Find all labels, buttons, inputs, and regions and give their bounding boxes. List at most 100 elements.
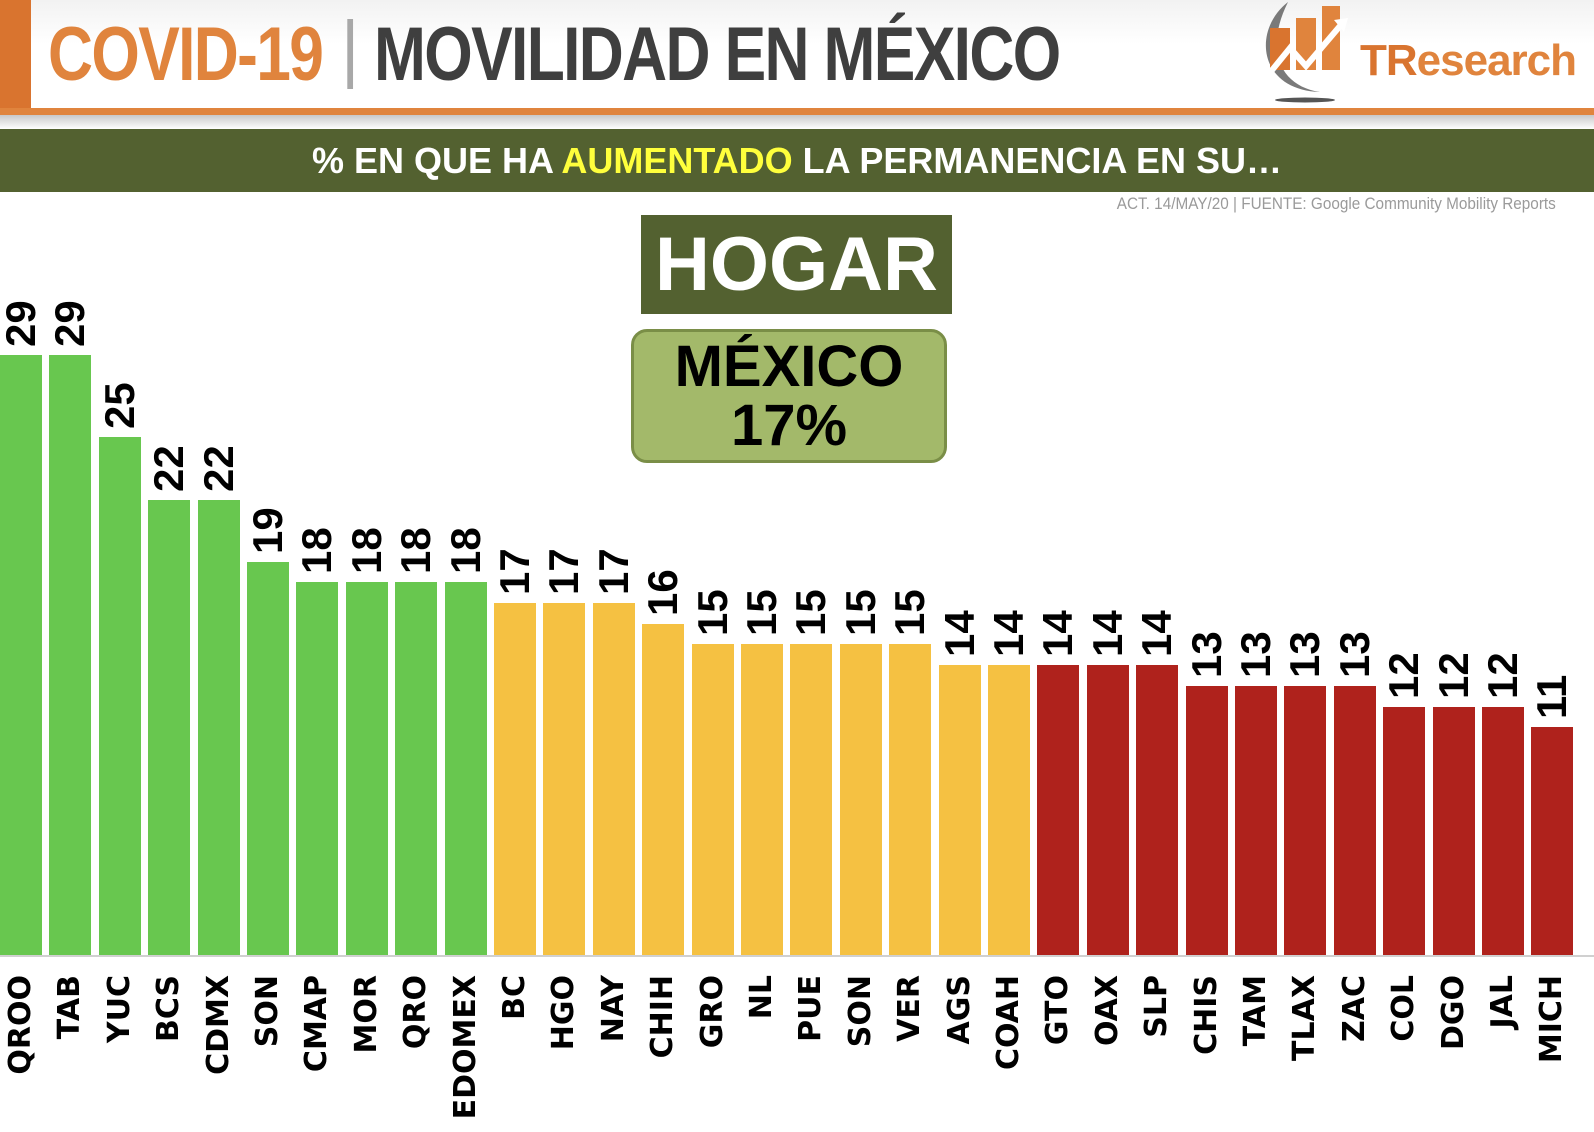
header: COVID-19 MOVILIDAD EN MÉXICO TResearch — [0, 0, 1594, 110]
x-axis-label: GTO — [1040, 975, 1075, 1046]
bar-group: 13 — [1232, 596, 1279, 955]
bar — [1037, 665, 1079, 955]
bar — [1482, 707, 1524, 955]
national-label: MÉXICO — [674, 333, 904, 399]
x-axis-label: MOR — [349, 975, 384, 1054]
subtitle-highlight: AUMENTADO — [561, 139, 793, 181]
bar-value-label: 13 — [1183, 631, 1230, 678]
bar — [494, 603, 536, 955]
x-axis-label: GRO — [695, 975, 730, 1049]
bar-group: 15 — [787, 554, 834, 955]
category-label-box: HOGAR — [641, 215, 952, 314]
bar — [741, 644, 783, 955]
bar-value-label: 17 — [590, 548, 637, 595]
bar-group: 18 — [343, 492, 390, 955]
bar-group: 18 — [442, 492, 489, 955]
bar — [642, 624, 684, 955]
bar — [198, 500, 240, 955]
bar-value-label: 22 — [195, 445, 242, 492]
bar-value-label: 18 — [442, 527, 489, 574]
bar — [346, 582, 388, 955]
bar-value-label: 11 — [1528, 674, 1575, 719]
bar — [445, 582, 487, 955]
x-axis-label: EDOMEX — [448, 975, 483, 1120]
bar-group: 29 — [0, 265, 44, 955]
bar-value-label: 14 — [1034, 610, 1081, 657]
bar — [247, 562, 289, 955]
tresearch-logo: TResearch — [1250, 0, 1590, 105]
bar-value-label: 15 — [689, 589, 736, 636]
bar-group: 18 — [293, 492, 340, 955]
x-axis-label: CHIS — [1189, 975, 1224, 1055]
source-note: ACT. 14/MAY/20 | FUENTE: Google Communit… — [1116, 194, 1556, 213]
bar-group: 14 — [1034, 575, 1081, 955]
bar-group: 19 — [244, 472, 291, 955]
x-axis-label: ZAC — [1337, 975, 1372, 1042]
x-axis-label: COAH — [991, 975, 1026, 1071]
bar-value-label: 25 — [96, 382, 143, 429]
bar — [99, 437, 141, 955]
x-axis-label: DGO — [1436, 975, 1471, 1051]
bar-value-label: 19 — [244, 507, 291, 554]
bar-value-label: 14 — [936, 610, 983, 657]
bar — [1284, 686, 1326, 955]
bar-value-label: 15 — [738, 589, 785, 636]
x-axis-label: QRO — [398, 975, 433, 1050]
bar — [692, 644, 734, 955]
bar — [889, 644, 931, 955]
bar — [1235, 686, 1277, 955]
bar-value-label: 13 — [1331, 631, 1378, 678]
bar-value-label: 15 — [886, 589, 933, 636]
x-axis-label: QROO — [3, 975, 38, 1075]
header-shadow — [0, 115, 1594, 129]
national-value: 17% — [730, 393, 848, 458]
bar-group: 14 — [985, 575, 1032, 955]
national-average-box: MÉXICO 17% — [631, 329, 947, 463]
x-axis-label: SON — [843, 975, 878, 1048]
bar — [1087, 665, 1129, 955]
logo-chart-icon — [1261, 2, 1348, 103]
bar — [1383, 707, 1425, 955]
bar — [395, 582, 437, 955]
subtitle-text: % EN QUE HA AUMENTADO LA PERMANENCIA EN … — [311, 139, 1283, 181]
bar — [840, 644, 882, 955]
page-title: COVID-19 MOVILIDAD EN MÉXICO — [48, 4, 1061, 104]
bar-value-label: 14 — [985, 610, 1032, 657]
bar-group: 12 — [1380, 617, 1427, 955]
bar-value-label: 12 — [1479, 652, 1526, 699]
bar — [0, 355, 42, 955]
bar — [1531, 727, 1573, 955]
bar-value-label: 18 — [343, 527, 390, 574]
subtitle-banner: % EN QUE HA AUMENTADO LA PERMANENCIA EN … — [0, 129, 1594, 192]
x-axis-label: NL — [744, 975, 779, 1020]
bar-group: 15 — [837, 554, 884, 955]
bar — [790, 644, 832, 955]
bar-group: 13 — [1183, 596, 1230, 955]
bar-value-label: 14 — [1133, 610, 1180, 657]
x-axis-label: MICH — [1534, 975, 1569, 1064]
header-accent-bar — [0, 0, 31, 110]
bar-value-label: 17 — [491, 548, 538, 595]
title-main: MOVILIDAD EN MÉXICO — [373, 11, 1061, 97]
bar — [1433, 707, 1475, 955]
x-axis-line — [0, 955, 1594, 957]
x-axis-label: TAM — [1238, 975, 1273, 1047]
bar — [543, 603, 585, 955]
header-divider — [0, 108, 1594, 115]
bar — [988, 665, 1030, 955]
bar — [148, 500, 190, 955]
bar-value-label: 12 — [1430, 652, 1477, 699]
bar-value-label: 22 — [145, 445, 192, 492]
bar-group: 14 — [1133, 575, 1180, 955]
x-axis-label: HGO — [546, 975, 581, 1051]
bar-group: 13 — [1281, 596, 1328, 955]
bar-group: 15 — [886, 554, 933, 955]
bar-value-label: 16 — [639, 569, 686, 616]
bar-group: 12 — [1479, 617, 1526, 955]
bar-group: 17 — [540, 513, 587, 955]
bar — [939, 665, 981, 955]
bar — [1334, 686, 1376, 955]
bar-group: 22 — [145, 410, 192, 955]
x-axis-label: CMAP — [299, 975, 334, 1073]
bar-value-label: 29 — [0, 300, 44, 347]
